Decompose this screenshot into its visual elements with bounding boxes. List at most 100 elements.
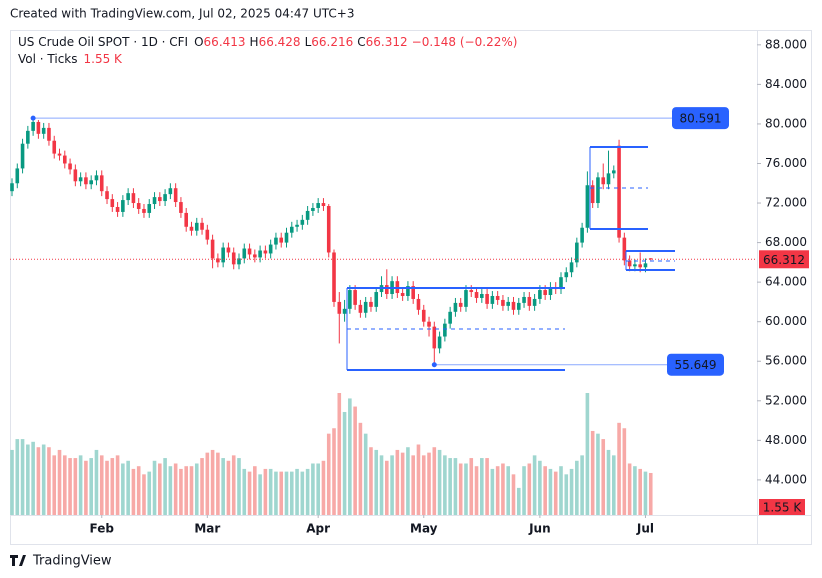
candle-body	[221, 247, 225, 263]
candle-body	[36, 121, 41, 134]
volume-bar	[421, 455, 426, 515]
candle-body	[115, 206, 120, 212]
candle-body	[443, 323, 447, 337]
volume-bar	[168, 466, 173, 515]
candle-body	[326, 206, 331, 253]
candle-body	[121, 200, 125, 212]
candle-body	[152, 197, 157, 205]
candle-body	[353, 290, 357, 305]
volume-bar	[131, 468, 136, 515]
candle-body	[131, 193, 136, 204]
candle-body	[305, 210, 310, 220]
volume-bar	[495, 466, 500, 515]
candle-body	[300, 219, 305, 225]
candle-body	[427, 321, 431, 327]
volume-bar	[384, 460, 389, 515]
ohlc-value: 66.428	[259, 35, 301, 49]
volume-bar	[316, 463, 320, 515]
volume-bar	[548, 468, 553, 515]
level-badge	[667, 353, 724, 376]
volume-bar	[580, 455, 584, 515]
candle-body	[147, 204, 152, 213]
level-anchor	[30, 115, 36, 121]
candle-body	[511, 301, 516, 310]
candle-body	[596, 177, 600, 204]
volume-bar	[564, 474, 569, 515]
volume-bar	[253, 466, 257, 515]
change: −0.148 (−0.22%)	[412, 35, 518, 49]
candle-body	[421, 309, 426, 322]
candle-body	[158, 197, 162, 202]
y-tick-label: 64.000	[765, 275, 807, 289]
candle-body	[474, 292, 479, 298]
volume-bar	[337, 393, 342, 515]
candle-body	[601, 177, 606, 185]
volume-bar	[15, 439, 20, 515]
candle-body	[268, 244, 273, 254]
candle-body	[78, 177, 83, 182]
volume-bar	[311, 463, 315, 515]
volume-bar	[110, 458, 115, 515]
volume-bar	[268, 468, 273, 515]
volume-bar	[400, 452, 405, 515]
volume-bar	[590, 430, 595, 515]
candle-body	[173, 188, 178, 203]
candle-body	[184, 212, 189, 227]
volume-bar	[158, 463, 162, 515]
volume-bar	[390, 455, 394, 515]
volume-bar	[596, 433, 600, 515]
candle-body	[384, 285, 389, 295]
candle-body	[62, 155, 67, 164]
volume-bar	[163, 458, 167, 515]
candle-body	[411, 286, 415, 299]
candle-body	[575, 242, 579, 263]
candle-body	[416, 298, 421, 310]
volume-bar	[553, 471, 558, 515]
candle-body	[527, 296, 532, 306]
volume-bar	[432, 447, 437, 515]
volume-bar	[289, 471, 294, 515]
candle-body	[105, 191, 109, 200]
candle-body	[279, 237, 284, 243]
candle-body	[57, 153, 62, 156]
volume-bar	[358, 422, 363, 515]
volume-bar	[242, 468, 247, 515]
candle-body	[284, 232, 289, 243]
ohlc-value: 66.312	[366, 35, 408, 49]
volume-bar	[89, 458, 93, 515]
volume-bar	[62, 455, 67, 515]
volume-bar	[321, 460, 326, 515]
volume-bar	[136, 466, 141, 515]
candle-body	[638, 264, 642, 268]
volume-bar	[115, 455, 120, 515]
candle-body	[142, 208, 146, 213]
candle-body	[532, 298, 537, 306]
brand-name: TradingView	[32, 554, 112, 569]
y-tick-label: 60.000	[765, 314, 807, 328]
y-tick-label: 44.000	[765, 472, 807, 486]
candle-body	[332, 252, 336, 302]
volume-bar	[369, 447, 373, 515]
volume-bar	[485, 458, 489, 515]
volume-bar	[480, 458, 484, 515]
volume-bar	[395, 449, 400, 515]
volume-bar	[643, 471, 648, 515]
volume-bar	[532, 455, 537, 515]
volume-bar	[194, 463, 199, 515]
volume-bar	[31, 441, 35, 515]
level-badge	[672, 107, 729, 130]
candle-body	[406, 286, 410, 296]
candle-body	[437, 336, 442, 349]
volume-bar	[73, 458, 78, 515]
candle-body	[274, 237, 278, 245]
candle-body	[321, 203, 326, 207]
last-price-label: 66.312	[763, 253, 805, 267]
candle-body	[20, 143, 25, 169]
last-volume-badge	[759, 499, 805, 515]
candle-body	[216, 258, 220, 263]
volume-bar	[474, 466, 479, 515]
x-tick-label: Feb	[90, 522, 115, 536]
overlay: 80.591 55.649 66.312 1.55 K	[10, 107, 809, 515]
volume-bar	[511, 474, 516, 515]
candle-body	[99, 175, 104, 192]
